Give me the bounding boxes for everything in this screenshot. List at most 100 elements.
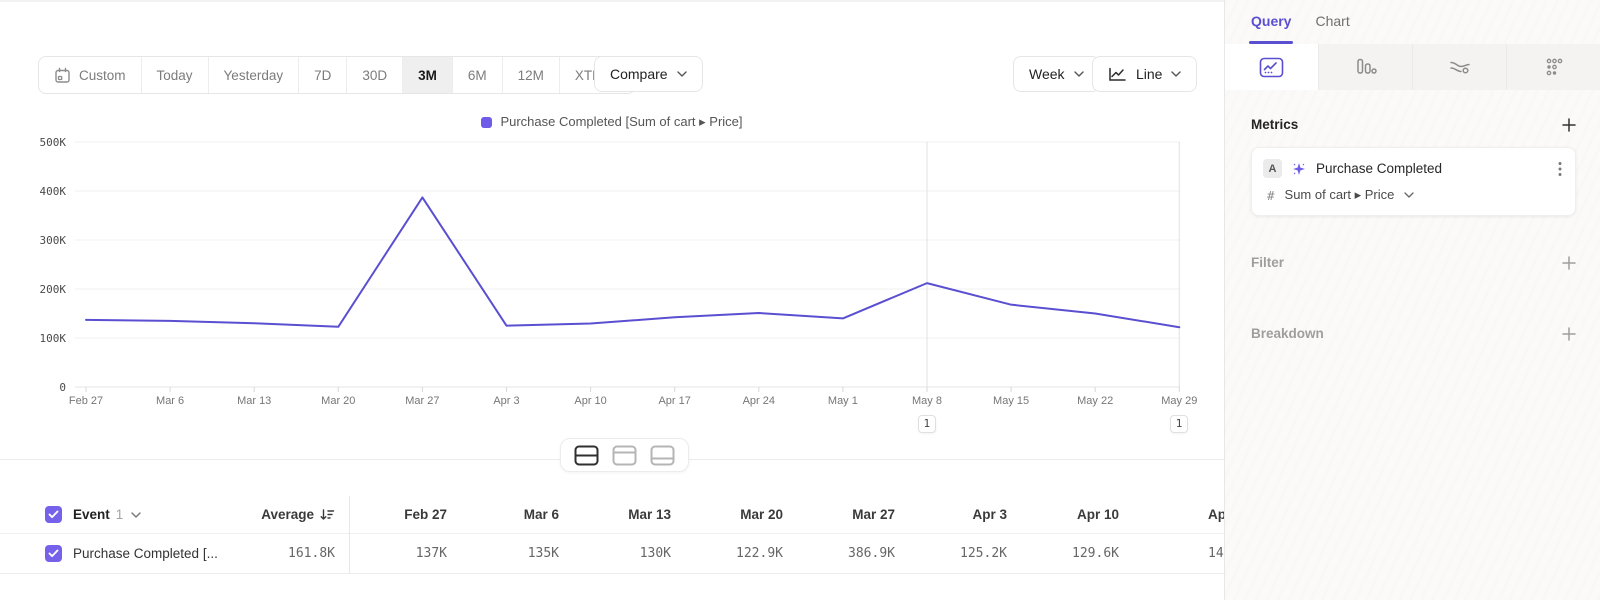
chart-only-view-icon[interactable] xyxy=(612,445,637,466)
x-axis-tick-label: May 29 xyxy=(1161,395,1198,407)
granularity-label: Week xyxy=(1029,66,1065,82)
sort-descending-icon[interactable] xyxy=(320,508,335,522)
date-range-6m[interactable]: 6M xyxy=(453,57,503,93)
chevron-down-icon[interactable] xyxy=(131,511,141,518)
annotation-count-badge[interactable]: 1 xyxy=(917,415,937,433)
granularity-button[interactable]: Week xyxy=(1013,56,1100,92)
table-date-column-header[interactable]: Mar 20 xyxy=(740,507,783,522)
table-date-column-header[interactable]: Apr 10 xyxy=(1076,507,1119,522)
tab-chart[interactable]: Chart xyxy=(1315,13,1350,29)
x-axis-tick-label: May 1 xyxy=(827,395,858,407)
chart-type-bar[interactable] xyxy=(1319,44,1413,90)
y-axis-tick-label: 100K xyxy=(39,332,67,345)
y-axis-tick-label: 200K xyxy=(39,283,67,296)
chart-type-scatter[interactable] xyxy=(1507,44,1600,90)
y-axis-tick-label: 500K xyxy=(39,136,67,149)
table-date-column-header[interactable]: Apr 3 xyxy=(972,507,1007,522)
metric-aggregation-selector[interactable]: # Sum of cart ▸ Price xyxy=(1263,187,1562,203)
row-checkbox[interactable] xyxy=(45,545,62,562)
date-range-control: Custom Today Yesterday 7D 30D 3M 6M 12M XTD xyxy=(38,56,636,94)
series-line[interactable] xyxy=(85,196,1181,329)
chart-type-button[interactable]: Line xyxy=(1092,56,1198,92)
filter-section-title: Filter xyxy=(1251,255,1285,270)
select-all-checkbox[interactable] xyxy=(45,506,62,523)
table-header-row: Event 1 Average Feb 27 Mar 6 Mar 13 Mar 20 M… xyxy=(0,496,1224,533)
flow-chart-icon xyxy=(1449,61,1470,74)
average-column-label: Average xyxy=(261,507,314,522)
y-axis-tick-label: 0 xyxy=(59,381,66,394)
compare-label: Compare xyxy=(610,66,668,82)
check-icon xyxy=(48,549,59,558)
table-cell-value: 125.2K xyxy=(960,546,1007,561)
event-count: 1 xyxy=(115,507,124,522)
x-axis-tick-label: Apr 17 xyxy=(658,395,691,407)
legend-series-label: Purchase Completed [Sum of cart ▸ Price] xyxy=(500,114,743,129)
date-range-3m[interactable]: 3M xyxy=(403,57,453,93)
plus-icon xyxy=(1562,117,1576,132)
table-only-view-icon[interactable] xyxy=(650,445,675,466)
x-axis-tick-label: Mar 13 xyxy=(237,395,272,407)
x-axis-tick-label: Apr 10 xyxy=(574,395,607,407)
x-axis-tick-label: Apr 24 xyxy=(742,395,775,407)
compare-button[interactable]: Compare xyxy=(594,56,703,92)
table-cell-value: 137K xyxy=(415,546,447,561)
x-axis-tick-label: Mar 6 xyxy=(156,395,185,407)
annotation-count-badge[interactable]: 1 xyxy=(1169,415,1189,433)
metric-aggregation-label: Sum of cart ▸ Price xyxy=(1284,187,1395,202)
kebab-menu-icon xyxy=(1558,161,1562,176)
date-range-12m[interactable]: 12M xyxy=(503,57,560,93)
date-range-yesterday[interactable]: Yesterday xyxy=(209,57,300,93)
table-row[interactable]: Purchase Completed [... 161.8K 137K 135K 1… xyxy=(0,533,1224,574)
breakdown-section-title: Breakdown xyxy=(1251,326,1324,341)
add-metric-button[interactable] xyxy=(1562,117,1576,132)
chart-type-flow[interactable] xyxy=(1413,44,1507,90)
trend-chart[interactable]: 0 100K 200K 300K 400K 500K Feb 27 Mar 6 Mar 13 Ma… xyxy=(0,134,1224,444)
table-date-column-header[interactable]: Mar 13 xyxy=(628,507,671,522)
scatter-chart-icon xyxy=(1546,58,1562,76)
results-table: Event 1 Average Feb 27 Mar 6 Mar 13 Mar 20 M… xyxy=(0,496,1224,574)
event-column-label: Event xyxy=(73,507,110,522)
x-axis-tick-label: May 22 xyxy=(1077,395,1114,407)
table-column-separator xyxy=(349,496,350,574)
legend-swatch xyxy=(481,116,493,128)
split-view-icon[interactable] xyxy=(574,445,599,466)
row-series-name: Purchase Completed [... xyxy=(73,546,218,561)
y-axis-tick-label: 300K xyxy=(39,234,67,247)
metric-letter-badge: A xyxy=(1263,159,1282,178)
bar-chart-icon xyxy=(1356,58,1377,74)
numeric-property-icon: # xyxy=(1267,187,1275,203)
calendar-icon xyxy=(55,67,70,83)
date-range-30d[interactable]: 30D xyxy=(347,57,404,93)
table-date-column-header[interactable]: Mar 27 xyxy=(852,507,895,522)
line-chart-icon xyxy=(1259,57,1284,77)
chevron-down-icon xyxy=(1073,71,1084,77)
date-range-7d[interactable]: 7D xyxy=(299,57,348,93)
table-cell-value: 135K xyxy=(527,546,559,561)
trend-line-svg[interactable] xyxy=(0,134,1224,444)
metric-card[interactable]: A Purchase Completed # Sum of cart ▸ Pri… xyxy=(1251,147,1576,216)
x-axis-tick-label: Apr 3 xyxy=(493,395,520,407)
metric-name: Purchase Completed xyxy=(1316,161,1443,176)
chart-type-selector xyxy=(1225,44,1600,90)
table-date-column-header[interactable]: Apr 17 xyxy=(1208,507,1224,522)
event-sparkle-icon xyxy=(1293,162,1305,175)
metric-menu-button[interactable] xyxy=(1558,161,1562,177)
line-chart-icon xyxy=(1109,67,1126,81)
add-breakdown-button[interactable] xyxy=(1562,326,1576,341)
plus-icon xyxy=(1562,255,1576,270)
table-date-column-header[interactable]: Mar 6 xyxy=(523,507,559,522)
tab-query[interactable]: Query xyxy=(1248,13,1294,44)
check-icon xyxy=(48,510,59,519)
chart-legend[interactable]: Purchase Completed [Sum of cart ▸ Price] xyxy=(0,114,1224,130)
chart-type-line[interactable] xyxy=(1225,44,1319,90)
table-date-column-header[interactable]: Feb 27 xyxy=(404,507,447,522)
x-axis-tick-label: May 8 xyxy=(912,395,942,407)
table-cell-value: 14 xyxy=(1208,546,1224,561)
date-range-today[interactable]: Today xyxy=(142,57,209,93)
table-cell-value: 386.9K xyxy=(848,546,895,561)
date-range-custom[interactable]: Custom xyxy=(39,57,142,93)
add-filter-button[interactable] xyxy=(1562,255,1576,270)
x-axis-tick-label: Mar 27 xyxy=(405,395,440,407)
plus-icon xyxy=(1562,326,1576,341)
table-cell-value: 129.6K xyxy=(1072,546,1119,561)
